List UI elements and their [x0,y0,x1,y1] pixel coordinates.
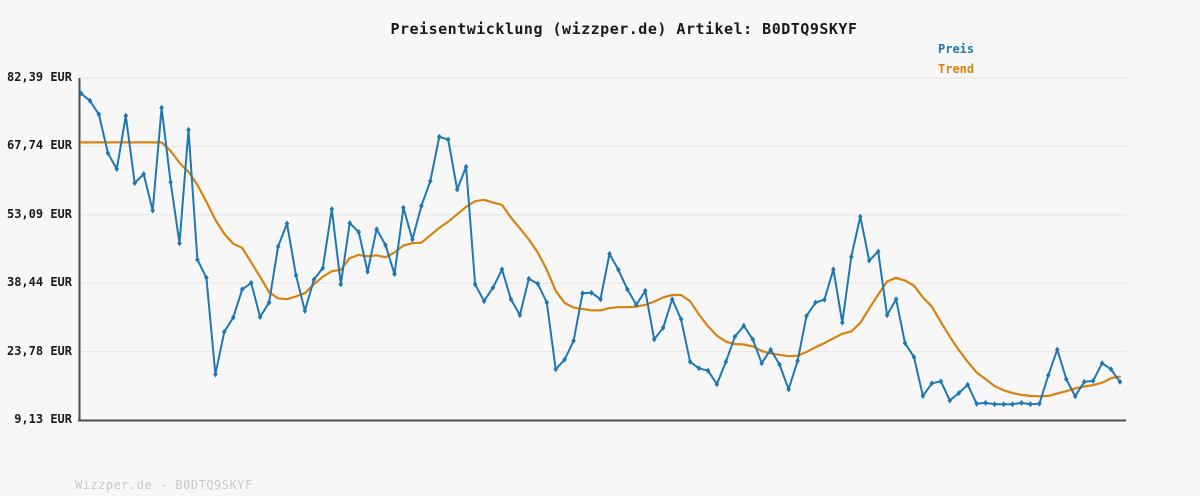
watermark: Wizzper.de - B0DTQ9SKYF [75,478,253,492]
legend-entry-preis: Preis [938,42,975,56]
trend-line [79,141,1122,398]
y-axis-tick-label: 82,39 EUR [6,70,72,84]
legend-entry-trend: Trend [938,62,975,76]
chart-title: Preisentwicklung (wizzper.de) Artikel: B… [390,20,858,38]
legend: Preis Trend [938,39,974,79]
page-bottom-strip [0,496,1200,500]
y-axis-tick-label: 9,13 EUR [14,412,72,426]
y-axis-tick-label: 53,09 EUR [6,206,72,221]
y-axis-tick-label: 23,78 EUR [6,343,72,358]
y-axis-tick-label: 67,74 EUR [6,138,72,153]
y-axis-tick-label: 38,44 EUR [6,275,72,290]
